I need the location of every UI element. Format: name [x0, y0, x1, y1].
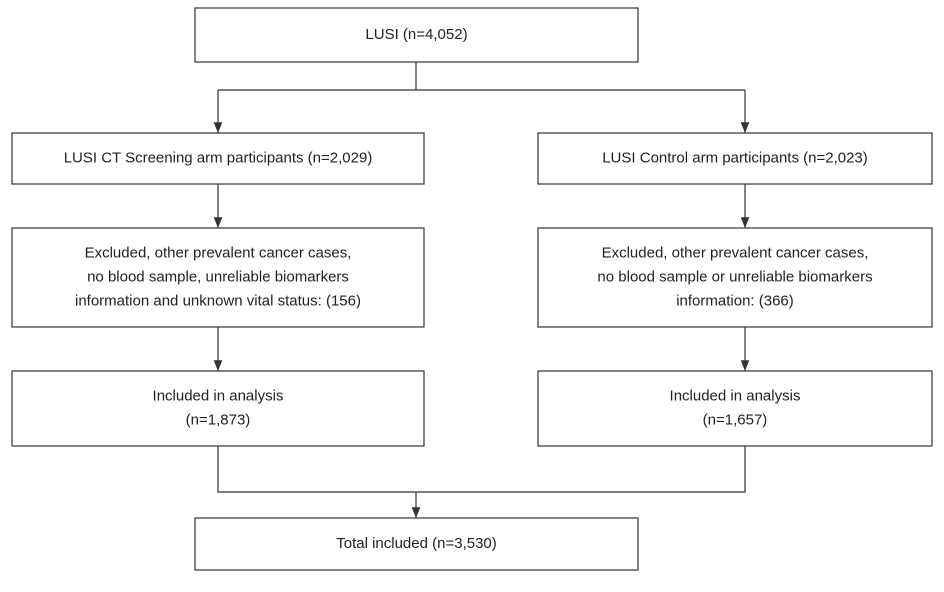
node-label: no blood sample, unreliable biomarkers [87, 268, 349, 285]
boxes: LUSI (n=4,052) LUSI CT Screening arm part… [11, 7, 933, 571]
connectors [213, 62, 750, 518]
node-label: no blood sample or unreliable biomarkers [597, 268, 872, 285]
node-label: Excluded, other prevalent cancer cases, [85, 244, 352, 261]
node-label: LUSI Control arm participants (n=2,023) [602, 149, 868, 166]
node-box [11, 132, 425, 185]
node-label: (n=1,657) [703, 411, 768, 428]
node-box [11, 227, 425, 328]
node-box [537, 227, 933, 328]
node-box [11, 370, 425, 447]
node-box [194, 7, 639, 63]
node-label: LUSI CT Screening arm participants (n=2,… [64, 149, 373, 166]
node-label: Included in analysis [670, 387, 801, 404]
node-box [194, 517, 639, 571]
node-box [537, 132, 933, 185]
node-label: LUSI (n=4,052) [365, 26, 467, 43]
node-label: Included in analysis [153, 387, 284, 404]
node-label: Excluded, other prevalent cancer cases, [602, 244, 869, 261]
node-label: Total included (n=3,530) [336, 535, 497, 552]
connector [218, 62, 745, 91]
node-box [537, 370, 933, 447]
connector [217, 446, 746, 493]
node-label: (n=1,873) [186, 411, 251, 428]
node-label: information: (366) [676, 292, 794, 309]
node-label: information and unknown vital status: (1… [75, 292, 361, 309]
